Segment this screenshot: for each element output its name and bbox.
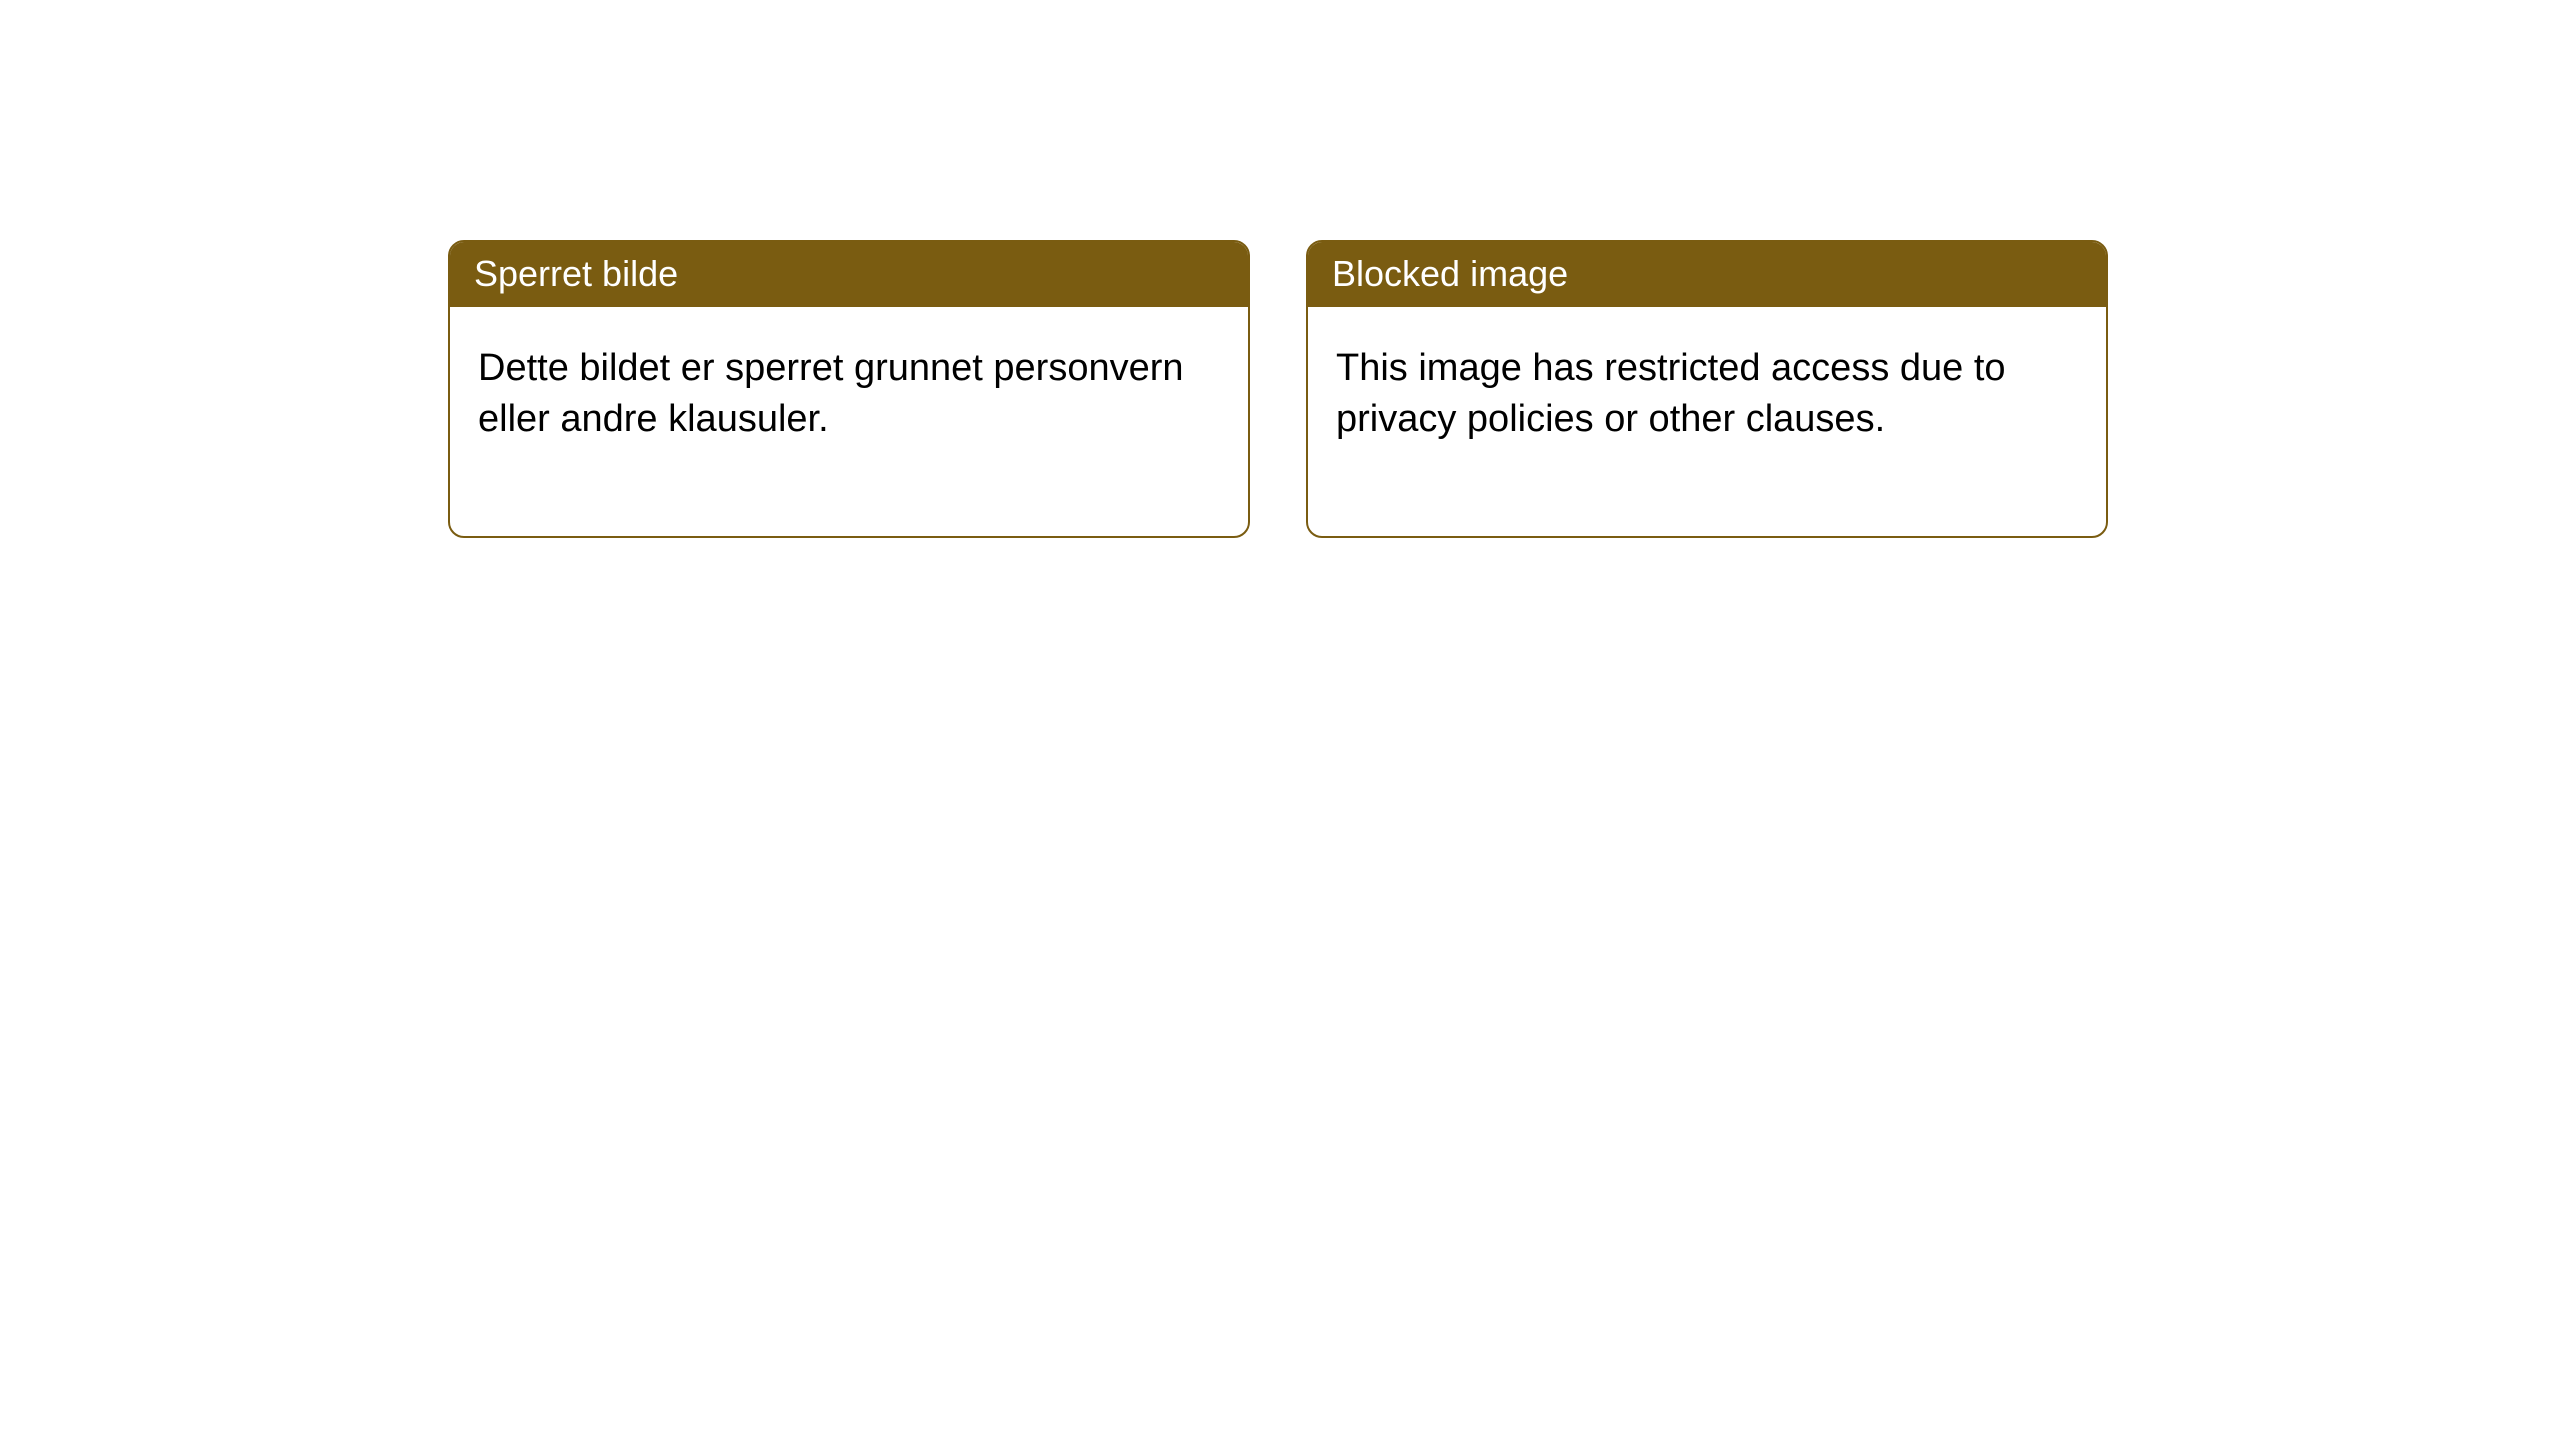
notice-card-english: Blocked image This image has restricted … (1306, 240, 2108, 538)
notice-body: This image has restricted access due to … (1308, 307, 2106, 536)
notice-container: Sperret bilde Dette bildet er sperret gr… (0, 0, 2560, 538)
notice-card-norwegian: Sperret bilde Dette bildet er sperret gr… (448, 240, 1250, 538)
notice-header: Blocked image (1308, 242, 2106, 307)
notice-body: Dette bildet er sperret grunnet personve… (450, 307, 1248, 536)
notice-header: Sperret bilde (450, 242, 1248, 307)
